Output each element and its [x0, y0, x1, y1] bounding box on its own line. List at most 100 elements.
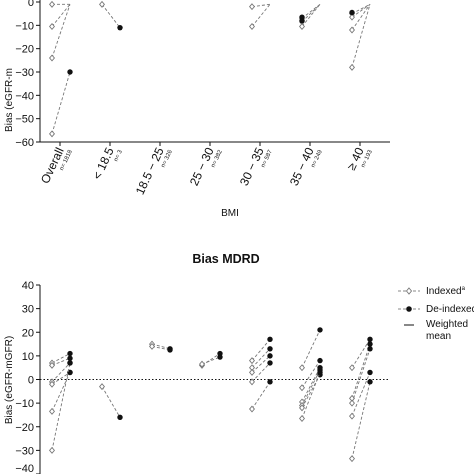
bottom-indexed-point: [249, 405, 255, 413]
bottom-indexed-point: [199, 360, 205, 368]
top-category-n-label: n= 3: [113, 149, 124, 163]
bottom-indexed-point: [49, 380, 55, 388]
legend-indexed-diamond-icon: [405, 287, 413, 295]
bottom-indexed-point: [349, 364, 355, 372]
bottom-chart-panel: Bias MDRD Bias (eGFR-mGFR) Indexeda De-i…: [4, 252, 474, 474]
bottom-deindexed-point: [367, 346, 373, 352]
bottom-pair-line: [51, 357, 71, 366]
bottom-deindexed-point: [167, 347, 173, 353]
top-pair-line: [51, 4, 71, 59]
bottom-deindexed-point: [317, 327, 323, 333]
top-indexed-point: [349, 13, 355, 21]
top-pair-line: [51, 71, 71, 134]
bottom-y-tick-label: 40: [22, 280, 34, 292]
bottom-indexed-point: [99, 383, 105, 391]
bottom-indexed-point: [299, 414, 305, 422]
bottom-pair-line: [51, 372, 71, 385]
bottom-pair-line: [101, 386, 121, 418]
bottom-indexed-point: [299, 384, 305, 392]
bottom-deindexed-point: [367, 369, 373, 376]
top-pair-line: [251, 3, 271, 8]
top-indexed-point: [299, 23, 305, 30]
top-category-label: < 18.5: [90, 145, 117, 182]
top-indexed-point: [49, 0, 55, 8]
bottom-deindexed-point: [317, 369, 323, 376]
top-y-axis-label: Bias (eGFR-m: [4, 68, 15, 132]
bottom-pair-line: [201, 356, 221, 365]
bottom-y-tick-label: 10: [22, 351, 34, 363]
bottom-indexed-point: [249, 368, 255, 376]
top-chart-panel: Bias (eGFR-m BMI 0−10−20−30−40−50−60Over…: [4, 0, 390, 219]
top-pair-line: [351, 3, 371, 18]
top-x-axis-label: BMI: [221, 208, 239, 219]
bottom-y-tick-label: −10: [15, 398, 34, 410]
legend-weighted-label-line2: mean: [426, 331, 451, 342]
top-pair-line: [301, 4, 321, 23]
bottom-y-tick-label: 0: [28, 375, 34, 387]
top-y-tick-label: −20: [15, 44, 34, 56]
bottom-pair-line: [151, 343, 171, 350]
bottom-deindexed-point: [267, 379, 273, 385]
bottom-y-tick-label: 30: [22, 304, 34, 316]
top-deindexed-point: [67, 69, 73, 75]
top-pair-line: [301, 3, 321, 19]
top-deindexed-point: [349, 9, 355, 16]
bottom-indexed-point: [349, 412, 355, 420]
bottom-deindexed-point: [267, 353, 273, 359]
top-deindexed-point: [299, 17, 305, 24]
top-category-label: 18.5 − 25: [133, 145, 167, 197]
bottom-pair-line: [251, 381, 271, 410]
bottom-pair-line: [301, 369, 321, 406]
legend-indexed-label: Indexeda: [426, 286, 466, 297]
bottom-deindexed-point: [367, 341, 373, 347]
top-indexed-point: [249, 23, 255, 30]
bottom-pair-line: [251, 348, 271, 368]
bottom-y-tick-label: −20: [15, 422, 34, 434]
bottom-pair-line: [51, 362, 71, 451]
legend-deindexed-label: De-indexedb: [426, 304, 474, 315]
bottom-indexed-point: [299, 364, 305, 372]
bottom-pair-line: [51, 372, 71, 412]
bottom-deindexed-point: [267, 360, 273, 366]
bottom-indexed-point: [49, 446, 55, 454]
bottom-pair-line: [351, 381, 371, 459]
bottom-pair-line: [251, 339, 271, 361]
top-y-tick-label: −50: [15, 114, 34, 126]
bottom-indexed-point: [349, 399, 355, 407]
bottom-pair-line: [151, 345, 171, 351]
top-pair-line: [251, 4, 271, 27]
top-pair-line: [301, 4, 321, 27]
bottom-indexed-point: [49, 361, 55, 369]
bottom-pair-line: [251, 355, 271, 373]
top-indexed-point: [99, 0, 105, 8]
bottom-pair-line: [51, 362, 71, 383]
bottom-pair-line: [351, 348, 371, 404]
bottom-pair-line: [201, 353, 221, 366]
bottom-deindexed-point: [367, 379, 373, 385]
top-y-tick-label: −60: [15, 137, 34, 149]
bottom-y-tick-label: −30: [15, 445, 34, 457]
bottom-pair-line: [301, 367, 321, 403]
bottom-deindexed-point: [67, 360, 73, 366]
bottom-pair-line: [351, 339, 371, 368]
bottom-deindexed-point: [317, 357, 323, 364]
bottom-deindexed-point: [67, 355, 73, 361]
top-indexed-point: [49, 23, 55, 30]
bottom-pair-line: [301, 372, 321, 419]
top-pair-line: [51, 4, 71, 27]
top-pair-line: [351, 4, 371, 68]
bottom-indexed-point: [149, 342, 155, 350]
top-y-tick-label: −10: [15, 20, 34, 32]
bottom-deindexed-point: [217, 354, 223, 360]
bottom-indexed-point: [299, 404, 305, 412]
top-indexed-point: [349, 26, 355, 34]
top-deindexed-point: [117, 24, 123, 31]
bottom-deindexed-point: [117, 414, 123, 420]
bottom-y-axis-label: Bias (eGFR-mGFR): [4, 336, 15, 424]
bottom-pair-line: [51, 353, 71, 364]
top-indexed-point: [249, 3, 255, 11]
bottom-deindexed-point: [67, 350, 73, 357]
top-indexed-point: [49, 54, 55, 62]
top-y-tick-label: −30: [15, 67, 34, 79]
bottom-chart-title: Bias MDRD: [192, 252, 259, 266]
